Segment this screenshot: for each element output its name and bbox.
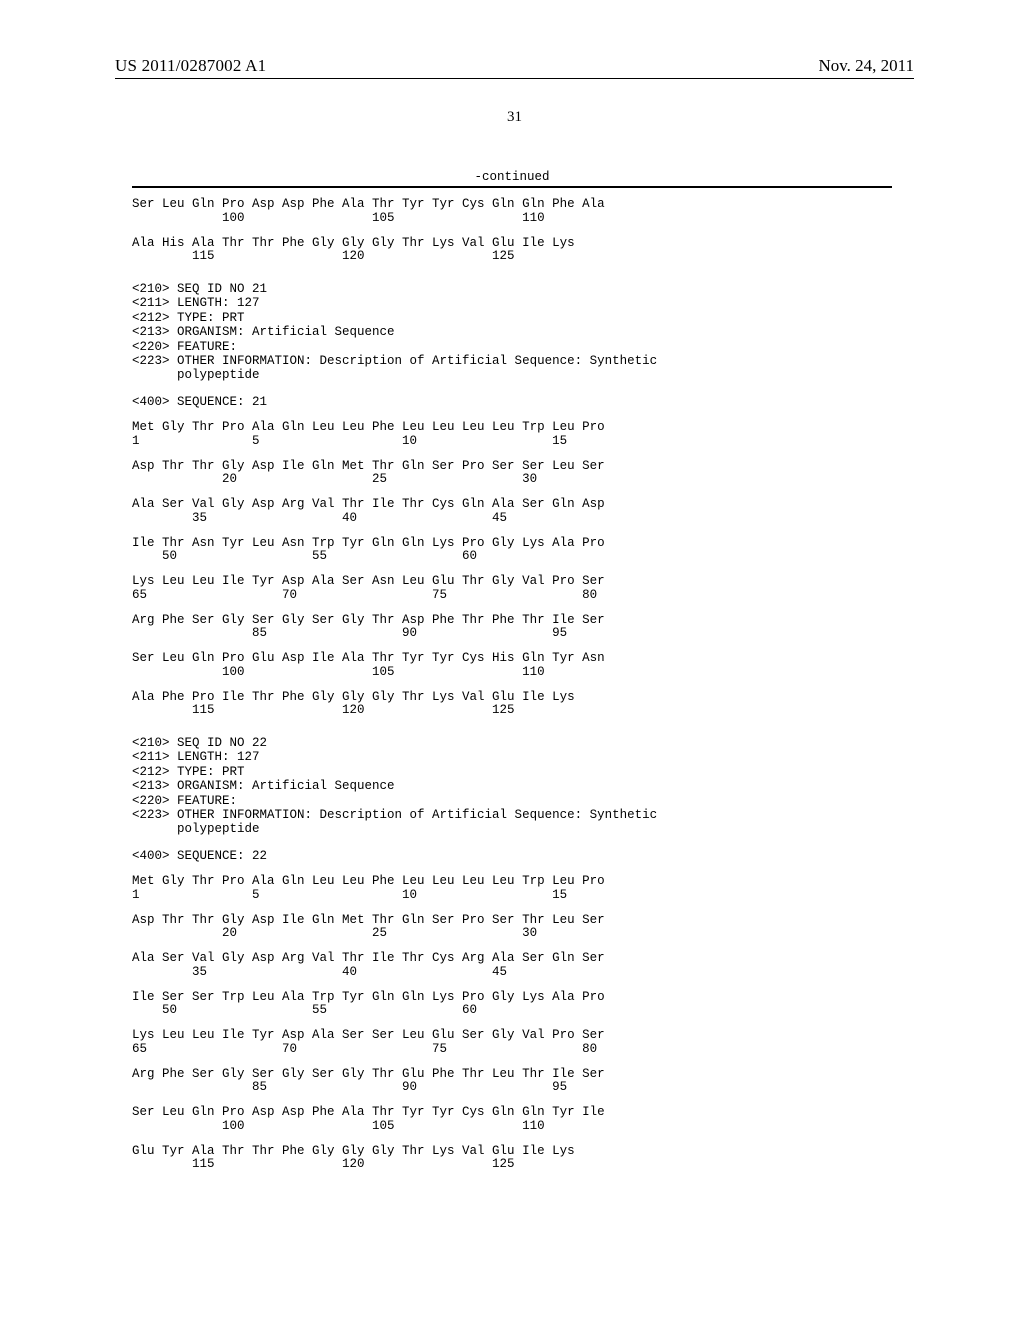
sequence-row: Lys Leu Leu Ile Tyr Asp Ala Ser Ser Leu …: [132, 1029, 892, 1057]
publication-date: Nov. 24, 2011: [818, 56, 914, 76]
sequence-row: Ser Leu Gln Pro Asp Asp Phe Ala Thr Tyr …: [132, 198, 892, 226]
sequence-row: Met Gly Thr Pro Ala Gln Leu Leu Phe Leu …: [132, 421, 892, 449]
amino-acid-row: Ala His Ala Thr Thr Phe Gly Gly Gly Thr …: [132, 237, 892, 251]
sequence-row: Ile Ser Ser Trp Leu Ala Trp Tyr Gln Gln …: [132, 991, 892, 1019]
position-row: 85 90 95: [132, 1081, 892, 1095]
sequence-row: Lys Leu Leu Ile Tyr Asp Ala Ser Asn Leu …: [132, 575, 892, 603]
position-row: 20 25 30: [132, 927, 892, 941]
amino-acid-row: Asp Thr Thr Gly Asp Ile Gln Met Thr Gln …: [132, 460, 892, 474]
position-row: 65 70 75 80: [132, 589, 892, 603]
position-row: 100 105 110: [132, 1120, 892, 1134]
continued-label: -continued: [132, 170, 892, 184]
header-row: US 2011/0287002 A1 Nov. 24, 2011: [115, 56, 914, 76]
amino-acid-row: Glu Tyr Ala Thr Thr Phe Gly Gly Gly Thr …: [132, 1145, 892, 1159]
amino-acid-row: Lys Leu Leu Ile Tyr Asp Ala Ser Ser Leu …: [132, 1029, 892, 1043]
sequence-row: Arg Phe Ser Gly Ser Gly Ser Gly Thr Asp …: [132, 614, 892, 642]
amino-acid-row: Lys Leu Leu Ile Tyr Asp Ala Ser Asn Leu …: [132, 575, 892, 589]
sequence-row: Ala Ser Val Gly Asp Arg Val Thr Ile Thr …: [132, 952, 892, 980]
amino-acid-row: Met Gly Thr Pro Ala Gln Leu Leu Phe Leu …: [132, 875, 892, 889]
position-row: 115 120 125: [132, 250, 892, 264]
sequence-row: Ser Leu Gln Pro Glu Asp Ile Ala Thr Tyr …: [132, 652, 892, 680]
header-rule: [115, 78, 914, 79]
amino-acid-row: Ala Phe Pro Ile Thr Phe Gly Gly Gly Thr …: [132, 691, 892, 705]
sequence-row: Asp Thr Thr Gly Asp Ile Gln Met Thr Gln …: [132, 914, 892, 942]
position-row: 35 40 45: [132, 966, 892, 980]
position-row: 20 25 30: [132, 473, 892, 487]
amino-acid-row: Ser Leu Gln Pro Glu Asp Ile Ala Thr Tyr …: [132, 652, 892, 666]
sequence-row: Arg Phe Ser Gly Ser Gly Ser Gly Thr Glu …: [132, 1068, 892, 1096]
sequence-row: Glu Tyr Ala Thr Thr Phe Gly Gly Gly Thr …: [132, 1145, 892, 1173]
sequence-listing: -continued Ser Leu Gln Pro Asp Asp Phe A…: [132, 170, 892, 1183]
position-row: 1 5 10 15: [132, 435, 892, 449]
position-row: 50 55 60: [132, 1004, 892, 1018]
seq-20-tail: Ser Leu Gln Pro Asp Asp Phe Ala Thr Tyr …: [132, 198, 892, 264]
seq-21-label: <400> SEQUENCE: 21: [132, 395, 892, 409]
patent-page: US 2011/0287002 A1 Nov. 24, 2011 31 -con…: [0, 0, 1024, 1320]
seq-22-body: Met Gly Thr Pro Ala Gln Leu Leu Phe Leu …: [132, 875, 892, 1172]
content-rule: [132, 186, 892, 188]
sequence-row: Ala Phe Pro Ile Thr Phe Gly Gly Gly Thr …: [132, 691, 892, 719]
seq-21-body: Met Gly Thr Pro Ala Gln Leu Leu Phe Leu …: [132, 421, 892, 718]
amino-acid-row: Arg Phe Ser Gly Ser Gly Ser Gly Thr Glu …: [132, 1068, 892, 1082]
position-row: 1 5 10 15: [132, 889, 892, 903]
position-row: 35 40 45: [132, 512, 892, 526]
amino-acid-row: Ser Leu Gln Pro Asp Asp Phe Ala Thr Tyr …: [132, 1106, 892, 1120]
sequence-row: Ile Thr Asn Tyr Leu Asn Trp Tyr Gln Gln …: [132, 537, 892, 565]
amino-acid-row: Ser Leu Gln Pro Asp Asp Phe Ala Thr Tyr …: [132, 198, 892, 212]
publication-number: US 2011/0287002 A1: [115, 56, 266, 76]
position-row: 115 120 125: [132, 704, 892, 718]
seq-21-meta: <210> SEQ ID NO 21 <211> LENGTH: 127 <21…: [132, 282, 892, 383]
position-row: 50 55 60: [132, 550, 892, 564]
position-row: 85 90 95: [132, 627, 892, 641]
sequence-row: Met Gly Thr Pro Ala Gln Leu Leu Phe Leu …: [132, 875, 892, 903]
amino-acid-row: Asp Thr Thr Gly Asp Ile Gln Met Thr Gln …: [132, 914, 892, 928]
amino-acid-row: Ile Ser Ser Trp Leu Ala Trp Tyr Gln Gln …: [132, 991, 892, 1005]
sequence-row: Ser Leu Gln Pro Asp Asp Phe Ala Thr Tyr …: [132, 1106, 892, 1134]
amino-acid-row: Ala Ser Val Gly Asp Arg Val Thr Ile Thr …: [132, 952, 892, 966]
amino-acid-row: Arg Phe Ser Gly Ser Gly Ser Gly Thr Asp …: [132, 614, 892, 628]
amino-acid-row: Met Gly Thr Pro Ala Gln Leu Leu Phe Leu …: [132, 421, 892, 435]
amino-acid-row: Ile Thr Asn Tyr Leu Asn Trp Tyr Gln Gln …: [132, 537, 892, 551]
sequence-row: Ala Ser Val Gly Asp Arg Val Thr Ile Thr …: [132, 498, 892, 526]
sequence-row: Ala His Ala Thr Thr Phe Gly Gly Gly Thr …: [132, 237, 892, 265]
position-row: 100 105 110: [132, 212, 892, 226]
seq-22-meta: <210> SEQ ID NO 22 <211> LENGTH: 127 <21…: [132, 736, 892, 837]
seq-22-label: <400> SEQUENCE: 22: [132, 849, 892, 863]
amino-acid-row: Ala Ser Val Gly Asp Arg Val Thr Ile Thr …: [132, 498, 892, 512]
position-row: 65 70 75 80: [132, 1043, 892, 1057]
sequence-row: Asp Thr Thr Gly Asp Ile Gln Met Thr Gln …: [132, 460, 892, 488]
page-header: US 2011/0287002 A1 Nov. 24, 2011 31: [0, 56, 1024, 126]
position-row: 115 120 125: [132, 1158, 892, 1172]
page-number: 31: [115, 109, 914, 126]
position-row: 100 105 110: [132, 666, 892, 680]
